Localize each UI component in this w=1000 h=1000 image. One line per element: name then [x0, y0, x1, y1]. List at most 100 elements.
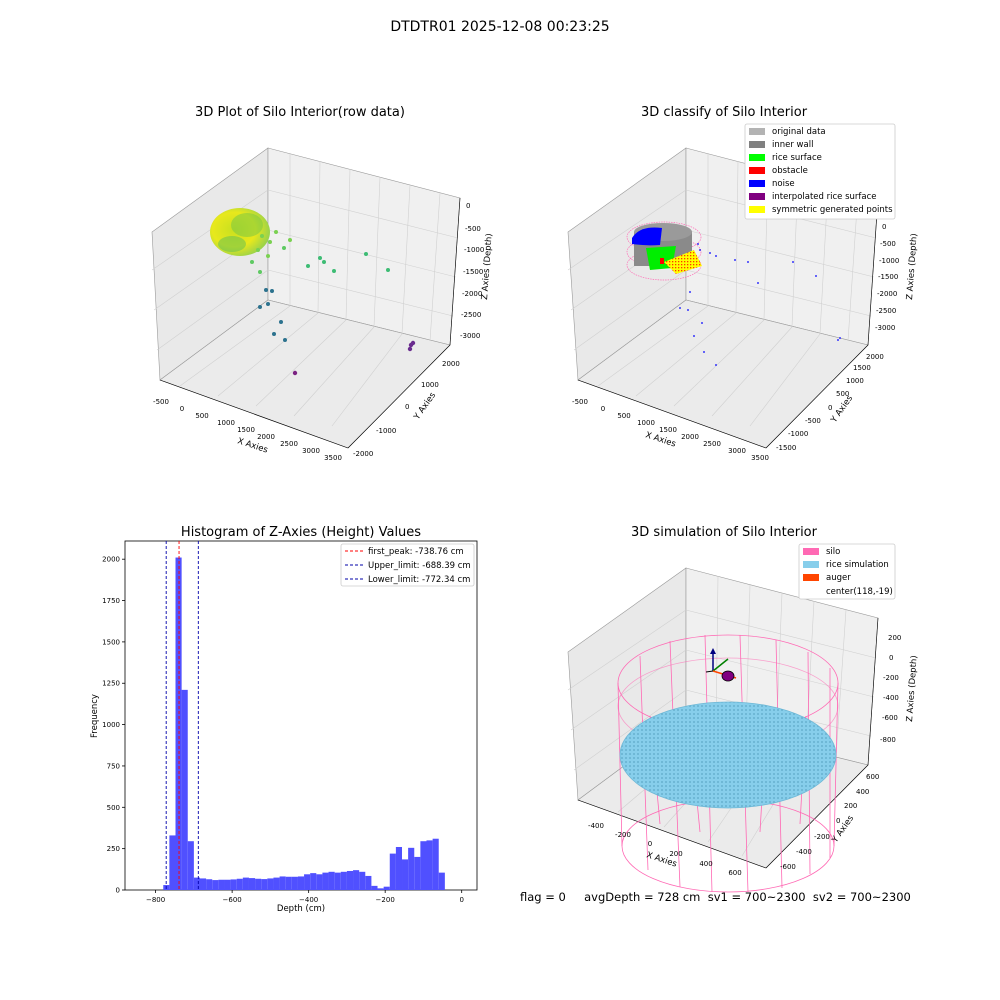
tick-label: -1000 [376, 427, 396, 435]
histogram-bars [163, 557, 445, 890]
tick-label: 600 [866, 773, 879, 781]
legend-item-original-data: original data [749, 127, 826, 137]
histogram-bar [175, 557, 182, 890]
tick-label: 1500 [237, 426, 255, 434]
legend-swatch [749, 128, 765, 135]
legend-item-center: center(118,-19) [826, 587, 893, 597]
tick-label: 400 [699, 860, 712, 868]
histogram-bar [365, 875, 372, 890]
tick-label: -400 [883, 694, 899, 702]
tick-label: 500 [836, 390, 849, 398]
tick-label: 0 [648, 840, 652, 848]
tick-label: 0 [116, 887, 120, 895]
histogram-bar [353, 870, 360, 890]
tick-label: 600 [728, 869, 741, 877]
legend-item-rice-simulation: rice simulation [803, 560, 889, 570]
panel4-y-ticks: -600 -400 -200 0 200 400 600 [780, 773, 879, 871]
legend-item-symmetric-generated-points: symmetric generated points [749, 205, 893, 215]
tick-label: 2000 [442, 360, 460, 368]
auger-marker [705, 648, 737, 682]
histogram-bar [169, 835, 176, 890]
tick-label: -2000 [877, 290, 897, 298]
tick-label: 2000 [681, 433, 699, 441]
panel1-zlabel: Z Axies (Depth) [480, 233, 495, 300]
histogram-bar [199, 878, 207, 890]
tick-label: 500 [617, 412, 630, 420]
tick-label: 1000 [846, 377, 864, 385]
legend-label: inner wall [772, 140, 813, 150]
histogram-bar [212, 880, 219, 890]
panel-classify: 3D classify of Silo Interior [567, 105, 920, 462]
panel-raw-data: 3D Plot of Silo Interior(row data) [151, 105, 495, 462]
tick-label: −800 [146, 896, 165, 904]
legend-item-inner-wall: inner wall [749, 140, 813, 150]
panel2-title: 3D classify of Silo Interior [641, 105, 808, 120]
legend-swatch [803, 574, 819, 581]
legend-item-first-peak: first_peak: -738.76 cm [345, 547, 464, 557]
legend-label: center(118,-19) [826, 587, 893, 597]
legend-swatch [803, 548, 819, 555]
panel4-z-ticks: 200 0 -200 -400 -600 -800 [880, 634, 901, 744]
tick-label: 3000 [728, 447, 746, 455]
tick-label: 2500 [280, 440, 298, 448]
tick-label: -200 [883, 674, 899, 682]
histogram-reference-lines [165, 541, 199, 890]
tick-label: -1000 [879, 257, 899, 265]
tick-label: 1000 [102, 721, 120, 729]
tick-label: -2500 [461, 311, 481, 319]
tick-label: 1000 [217, 419, 235, 427]
histogram-bar [187, 841, 194, 890]
legend-label: obstacle [772, 166, 808, 176]
legend-label: noise [772, 179, 795, 189]
histogram-bar [346, 870, 354, 890]
tick-label: -800 [880, 736, 896, 744]
tick-label: -600 [780, 863, 796, 871]
tick-label: 200 [669, 850, 682, 858]
legend-label: Lower_limit: -772.34 cm [368, 575, 470, 585]
tick-label: -2000 [353, 450, 373, 458]
legend-label: Upper_limit: -688.39 cm [368, 561, 471, 571]
histogram-bar [273, 877, 280, 890]
legend-swatch [803, 561, 819, 568]
histogram-bar [267, 878, 274, 890]
panel3-title: Histogram of Z-Axies (Height) Values [181, 525, 421, 540]
tick-label: 2500 [703, 440, 721, 448]
histogram-bar [218, 879, 225, 890]
panel2-ylabel: Y Axies [829, 393, 856, 425]
legend-label: rice surface [772, 153, 822, 163]
panel1-y-ticks: -2000 -1000 0 1000 2000 [353, 360, 460, 458]
histogram-bar [340, 871, 347, 890]
tick-label: 200 [844, 802, 857, 810]
panel-simulation: 3D simulation of Silo Interior [567, 525, 920, 893]
legend-label: original data [772, 127, 826, 137]
panel1-title: 3D Plot of Silo Interior(row data) [195, 105, 405, 120]
histogram-bar [261, 879, 268, 890]
histogram-bar [334, 872, 341, 890]
tick-label: 500 [195, 412, 208, 420]
histogram-y-ticks: 0 250 500 750 1000 1250 1500 1750 2000 [102, 556, 125, 895]
tick-label: -600 [882, 714, 898, 722]
tick-label: 1500 [853, 364, 871, 372]
tick-label: 200 [888, 634, 901, 642]
panel4-x-ticks: -400 -200 0 200 400 600 [588, 822, 742, 877]
panel2-x-ticks: -500 0 500 1000 1500 2000 2500 3000 3500 [572, 398, 769, 462]
histogram-bar [383, 886, 390, 890]
tick-label: 500 [107, 804, 120, 812]
legend-item-silo: silo [803, 547, 840, 557]
legend-label: rice simulation [826, 560, 889, 570]
tick-label: -500 [572, 398, 588, 406]
tick-label: 0 [882, 223, 886, 231]
tick-label: -2000 [462, 290, 482, 298]
tick-label: 250 [107, 845, 120, 853]
tick-label: 1500 [659, 426, 677, 434]
panel2-z-ticks: 0 -500 -1000 -1500 -2000 -2500 -3000 [875, 223, 899, 332]
legend-item-auger: auger [803, 573, 851, 583]
tick-label: 1000 [637, 419, 655, 427]
histogram-bar [279, 876, 286, 890]
panel2-zlabel: Z Axies (Depth) [905, 233, 920, 300]
tick-label: 750 [107, 762, 120, 770]
status-footer: flag = 0 avgDepth = 728 cm sv1 = 700~230… [520, 890, 911, 904]
legend-swatch [749, 193, 765, 200]
histogram-bar [310, 873, 317, 890]
